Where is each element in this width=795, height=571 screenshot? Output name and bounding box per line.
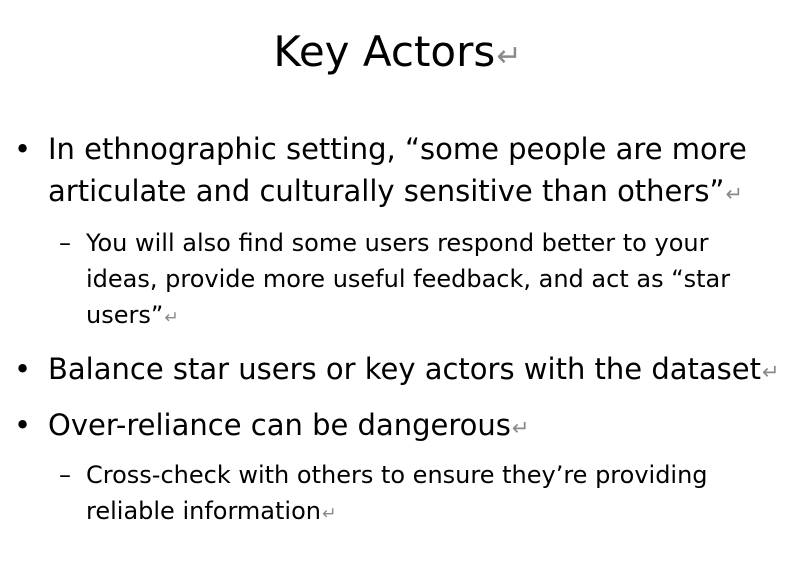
paragraph-mark-icon: ↵ [496,39,522,74]
paragraph-mark-icon: ↵ [321,504,337,524]
paragraph-mark-icon: ↵ [762,360,780,384]
paragraph-mark-icon: ↵ [511,416,530,440]
bullet-item[interactable]: • Over-reliance can be dangerous↵ [0,404,795,449]
bullet-dot-icon: • [14,352,32,386]
bullet-dot-icon: • [14,408,32,442]
bullet-list[interactable]: • In ethnographic setting, “some people … [0,128,795,532]
paragraph-mark-icon: ↵ [164,308,179,328]
slide-title[interactable]: Key Actors↵ [0,26,795,83]
bullet-text: In ethnographic setting, “some people ar… [48,132,747,208]
sub-bullet-text: Cross-check with others to ensure they’r… [86,461,708,525]
bullet-item[interactable]: • Balance star users or key actors with … [0,348,795,393]
sub-bullet-dash-icon: – [59,461,71,489]
bullet-text: Over-reliance can be dangerous [48,408,511,442]
bullet-text: Balance star users or key actors with th… [48,352,761,386]
sub-bullet-text: You will also find some users respond be… [86,229,731,329]
bullet-dot-icon: • [14,132,32,166]
sub-bullet-item[interactable]: – Cross-check with others to ensure they… [0,457,795,532]
bullet-item[interactable]: • In ethnographic setting, “some people … [0,128,795,215]
sub-bullet-item[interactable]: – You will also find some users respond … [0,225,795,336]
sub-bullet-dash-icon: – [59,229,71,257]
paragraph-mark-icon: ↵ [725,182,743,206]
slide-title-text: Key Actors [273,27,496,76]
